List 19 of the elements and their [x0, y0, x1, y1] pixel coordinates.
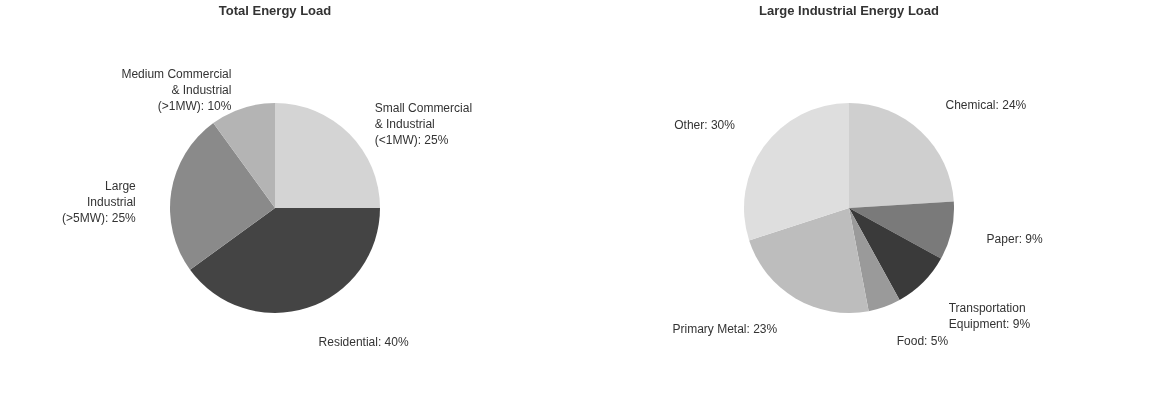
slice-label: Food: 5%	[896, 333, 949, 348]
slice-label: Transportation Equipment: 9%	[948, 300, 1031, 331]
pie-slice	[744, 103, 849, 241]
slice-label: Primary Metal: 23%	[672, 322, 778, 337]
chart-title: Total Energy Load	[218, 3, 332, 18]
slice-label: Medium Commercial & Industrial (>1MW): 10%	[121, 66, 232, 113]
slice-label: Residential: 40%	[318, 335, 409, 350]
pie-slice	[849, 208, 900, 312]
pie-slice	[170, 123, 275, 270]
slice-label: Chemical: 24%	[945, 98, 1027, 113]
slice-label: Large Industrial (>5MW): 25%	[62, 178, 137, 225]
pie-slice	[749, 208, 869, 313]
slice-label: Small Commercial & Industrial (<1MW): 25%	[374, 101, 473, 148]
pie-slice	[849, 201, 954, 259]
pie-slice	[190, 208, 380, 313]
slice-label: Other: 30%	[674, 118, 736, 133]
chart-title: Large Industrial Energy Load	[759, 3, 939, 18]
slice-label: Paper: 9%	[986, 231, 1043, 246]
pie-slice	[849, 208, 942, 301]
